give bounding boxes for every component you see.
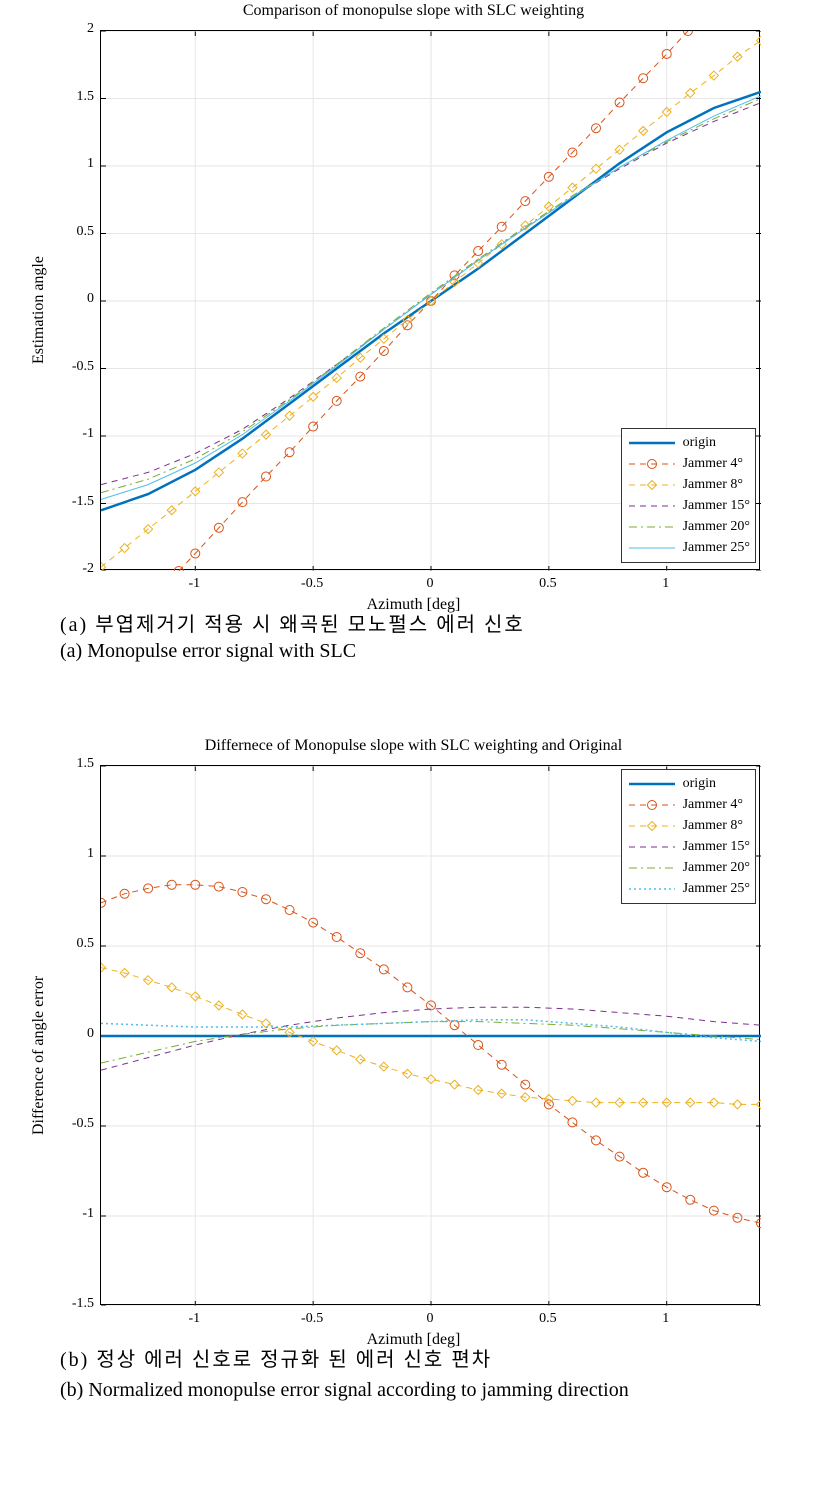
legend-item: Jammer 8° [627, 475, 750, 495]
legend-label: Jammer 20° [683, 519, 750, 535]
legend-swatch [627, 776, 677, 792]
y-axis-label: Difference of angle error [30, 976, 48, 1135]
x-tick-label: 1 [651, 576, 681, 592]
legend-item: Jammer 4° [627, 795, 750, 815]
legend-swatch [627, 797, 677, 813]
x-tick-label: -0.5 [297, 576, 327, 592]
x-tick-label: 0.5 [533, 576, 563, 592]
y-tick-label: 0 [87, 1026, 94, 1042]
legend-swatch [627, 477, 677, 493]
legend-swatch [627, 860, 677, 876]
chart-title: Differnece of Monopulse slope with SLC w… [0, 737, 827, 755]
legend-label: Jammer 25° [683, 540, 750, 556]
caption-b-en: (b) Normalized monopulse error signal ac… [60, 1375, 800, 1406]
legend-item: Jammer 8° [627, 816, 750, 836]
legend-swatch [627, 881, 677, 897]
legend-item: Jammer 20° [627, 858, 750, 878]
x-tick-label: -0.5 [297, 1311, 327, 1327]
legend-item: origin [627, 774, 750, 794]
legend-swatch [627, 818, 677, 834]
legend-swatch [627, 456, 677, 472]
legend-label: Jammer 25° [683, 881, 750, 897]
legend-label: Jammer 15° [683, 839, 750, 855]
y-tick-label: 1 [87, 846, 94, 862]
legend-item: origin [627, 433, 750, 453]
x-tick-label: 0 [415, 1311, 445, 1327]
chart_a: Comparison of monopulse slope with SLC w… [0, 0, 827, 630]
y-tick-label: 1 [87, 156, 94, 172]
legend-label: Jammer 8° [683, 818, 743, 834]
caption-a-en: (a) Monopulse error signal with SLC [60, 640, 800, 663]
caption-a-kr: (a) 부엽제거기 적용 시 왜곡된 모노펄스 에러 신호 [60, 608, 800, 637]
x-tick-label: 0.5 [533, 1311, 563, 1327]
legend-swatch [627, 498, 677, 514]
y-tick-label: -1.5 [72, 494, 94, 510]
legend-swatch [627, 839, 677, 855]
legend-label: Jammer 4° [683, 797, 743, 813]
y-tick-label: 0.5 [77, 224, 95, 240]
legend-label: Jammer 4° [683, 456, 743, 472]
y-tick-label: 0.5 [77, 936, 95, 952]
legend-item: Jammer 4° [627, 454, 750, 474]
chart-title: Comparison of monopulse slope with SLC w… [0, 2, 827, 20]
legend-item: Jammer 25° [627, 879, 750, 899]
legend-item: Jammer 15° [627, 496, 750, 516]
legend: origin Jammer 4° Jammer 8° Jammer 15° Jammer… [621, 769, 756, 904]
x-tick-label: -1 [179, 576, 209, 592]
y-tick-label: 1.5 [77, 756, 95, 772]
legend-swatch [627, 519, 677, 535]
y-tick-label: 1.5 [77, 89, 95, 105]
legend-label: origin [683, 776, 716, 792]
legend: origin Jammer 4° Jammer 8° Jammer 15° Jammer… [621, 428, 756, 563]
y-tick-label: -1 [82, 1206, 94, 1222]
y-tick-label: -2 [82, 561, 94, 577]
legend-label: origin [683, 435, 716, 451]
legend-label: Jammer 20° [683, 860, 750, 876]
legend-item: Jammer 25° [627, 538, 750, 558]
y-tick-label: -1 [82, 426, 94, 442]
y-tick-label: 2 [87, 21, 94, 37]
x-tick-label: 0 [415, 576, 445, 592]
chart_b: Differnece of Monopulse slope with SLC w… [0, 735, 827, 1365]
y-tick-label: 0 [87, 291, 94, 307]
y-tick-label: -0.5 [72, 359, 94, 375]
x-tick-label: -1 [179, 1311, 209, 1327]
y-axis-label: Estimation angle [30, 256, 48, 364]
legend-item: Jammer 20° [627, 517, 750, 537]
legend-label: Jammer 8° [683, 477, 743, 493]
y-tick-label: -1.5 [72, 1296, 94, 1312]
legend-swatch [627, 435, 677, 451]
legend-item: Jammer 15° [627, 837, 750, 857]
caption-b-kr: (b) 정상 에러 신호로 정규화 된 에러 신호 편차 [60, 1343, 800, 1372]
x-tick-label: 1 [651, 1311, 681, 1327]
legend-swatch [627, 540, 677, 556]
legend-label: Jammer 15° [683, 498, 750, 514]
y-tick-label: -0.5 [72, 1116, 94, 1132]
